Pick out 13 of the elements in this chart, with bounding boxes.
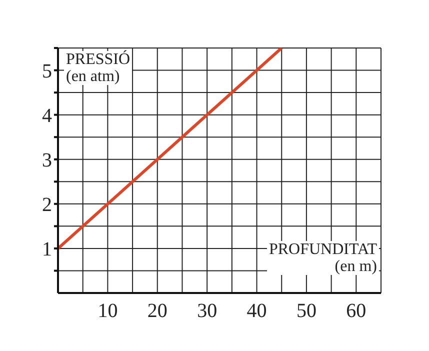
x-tick-label: 40	[246, 300, 267, 322]
y-tick-label: 1	[42, 238, 52, 261]
y-tick-label: 3	[42, 149, 52, 172]
y-tick-label: 4	[42, 104, 52, 127]
x-tick-label: 50	[296, 300, 316, 322]
x-axis-title: PROFUNDITAT (en m)	[268, 241, 377, 275]
x-tick-label: 30	[197, 300, 218, 322]
y-axis-title: PRESSIÓ (en atm)	[66, 51, 130, 85]
y-tick-label: 2	[42, 194, 52, 216]
x-tick-label: 10	[98, 300, 118, 322]
x-tick-label: 20	[147, 300, 168, 322]
x-tick-label: 60	[346, 300, 366, 322]
y-tick-label: 5	[42, 60, 52, 82]
